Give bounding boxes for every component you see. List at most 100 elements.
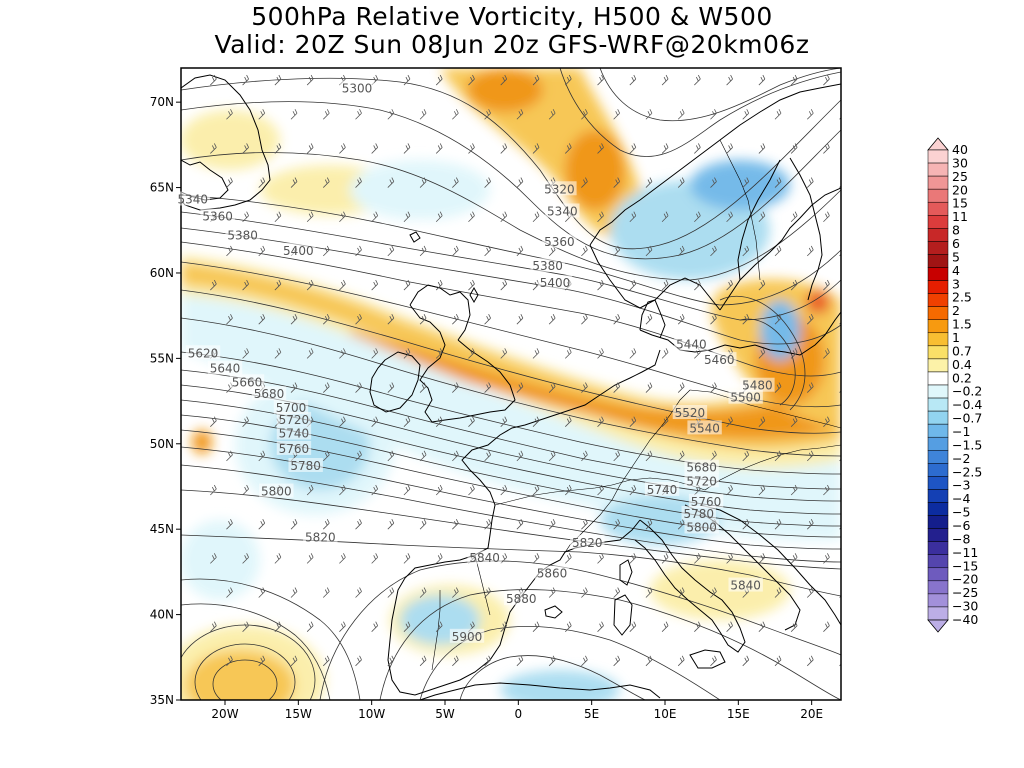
wind-barb xyxy=(468,74,475,86)
wind-barb xyxy=(419,450,427,462)
wind-barb xyxy=(661,211,669,223)
height-label-5720: 5720 xyxy=(686,474,717,488)
wind-barb xyxy=(548,655,556,667)
wind-barb xyxy=(322,655,330,667)
wind-barb xyxy=(387,450,395,462)
wind-barb xyxy=(774,519,782,530)
faroe-coast xyxy=(409,231,421,243)
wind-barb xyxy=(694,143,701,154)
colorbar-label: 15 xyxy=(952,196,968,211)
sweden-negative-area xyxy=(760,300,800,360)
wind-barb xyxy=(774,314,782,325)
baltic-coast xyxy=(639,311,841,356)
colorbar-swatch xyxy=(927,502,949,516)
height-label-bg xyxy=(281,242,316,257)
lon-label-5w: 5W xyxy=(435,707,455,721)
map-frame xyxy=(180,67,842,701)
wind-barb xyxy=(613,450,621,462)
colorbar-swatch xyxy=(927,476,949,490)
wind-barb xyxy=(306,484,314,496)
gulf-of-bothnia-coast xyxy=(737,157,823,301)
wind-barb xyxy=(774,655,782,667)
colorbar-label: −1.5 xyxy=(952,437,982,452)
wind-barb xyxy=(758,348,766,359)
wind-barb xyxy=(742,314,750,325)
wind-barb xyxy=(435,484,443,496)
wind-barb xyxy=(532,74,540,86)
wind-barb xyxy=(742,450,750,462)
wind-barb xyxy=(258,314,266,325)
wind-barb xyxy=(468,348,475,359)
wind-barb xyxy=(484,450,491,462)
arctic-vorticity-core xyxy=(467,68,543,112)
mediterranean-negative xyxy=(500,670,620,700)
wind-barb xyxy=(629,348,637,359)
wind-barb xyxy=(806,450,814,462)
lon-label-20e: 20E xyxy=(800,707,823,721)
wind-barb xyxy=(484,655,491,667)
balkan-coast xyxy=(699,504,841,626)
southwest-low-vorticity-core xyxy=(185,650,295,700)
wind-barb xyxy=(274,621,282,632)
wind-barb xyxy=(355,109,362,120)
height-label-bg xyxy=(288,457,323,472)
wind-barb xyxy=(371,279,379,291)
wind-barb xyxy=(371,143,379,154)
wind-barb xyxy=(597,553,604,564)
scotland-coast xyxy=(409,284,471,341)
wind-barb xyxy=(226,177,233,188)
wind-barb xyxy=(242,553,249,564)
wind-barb xyxy=(339,143,346,154)
colorbar-label: −1 xyxy=(952,424,970,439)
colorbar-swatch xyxy=(927,319,949,334)
wind-barb xyxy=(484,587,491,598)
height-label-5780: 5780 xyxy=(683,507,714,521)
denmark-coast xyxy=(639,299,666,339)
wind-barb xyxy=(564,74,572,86)
wind-barb xyxy=(484,109,491,120)
wind-barb xyxy=(371,553,379,564)
height-label-5360: 5360 xyxy=(544,235,575,249)
wind-barb xyxy=(210,621,217,632)
colorbar-label: 5 xyxy=(952,249,960,264)
wind-barb xyxy=(322,245,330,257)
colorbar-swatch xyxy=(927,528,949,542)
wind-barb xyxy=(435,279,443,291)
height-label-bg xyxy=(570,534,605,549)
colorbar-label: −0.4 xyxy=(952,397,982,412)
balearic-coast xyxy=(544,605,563,619)
wind-barb xyxy=(403,74,411,86)
height-contour-labels: 5300 5320 5340 5340 5360 5360 5380 5380 5400 5400… xyxy=(175,80,775,644)
height-label-5880: 5880 xyxy=(506,592,537,606)
height-label-bg xyxy=(229,374,265,389)
height-label-bg xyxy=(542,181,577,196)
wind-barb xyxy=(387,382,395,393)
wind-barb xyxy=(516,519,524,530)
height-label-5520: 5520 xyxy=(675,406,706,420)
wind-barb xyxy=(597,484,604,496)
wind-barb xyxy=(564,143,572,154)
colorbar-swatch xyxy=(927,515,949,529)
wind-barb xyxy=(774,177,782,188)
lat-label-65n: 65N xyxy=(150,181,174,195)
height-label-bg xyxy=(449,628,485,643)
wind-barb xyxy=(306,279,314,291)
wind-barb xyxy=(258,109,266,120)
wind-barb xyxy=(306,621,314,632)
wind-barb xyxy=(242,211,249,223)
colorbar-swatch xyxy=(927,345,949,360)
wind-barb xyxy=(629,553,637,564)
height-label-5760: 5760 xyxy=(279,442,310,456)
wind-barb xyxy=(258,519,266,530)
wind-barb xyxy=(468,484,475,496)
wind-barb xyxy=(677,655,685,667)
wind-barb xyxy=(532,416,540,427)
height-label-bg xyxy=(672,405,708,420)
height-label-5800: 5800 xyxy=(261,485,292,499)
colorbar-swatch xyxy=(927,410,949,425)
wind-barb xyxy=(306,211,314,223)
wind-barb xyxy=(290,177,298,188)
wind-barb xyxy=(694,74,701,86)
height-label-5380: 5380 xyxy=(532,259,563,273)
wind-barb xyxy=(726,211,733,223)
